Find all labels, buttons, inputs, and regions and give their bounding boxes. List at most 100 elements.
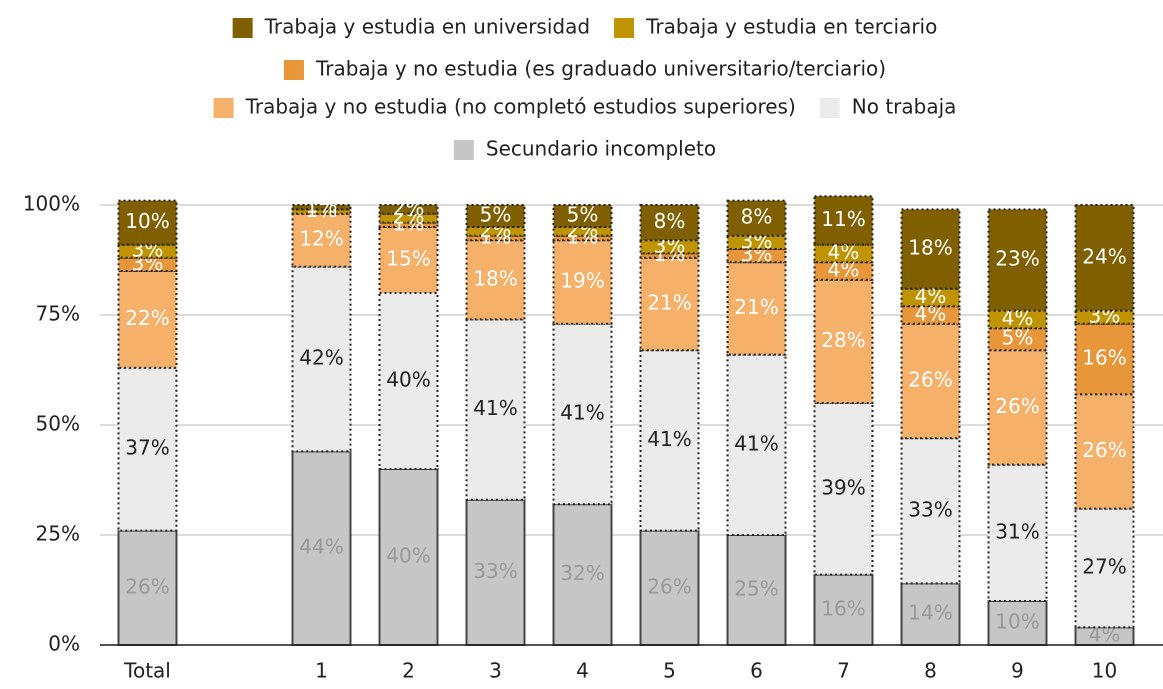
bar-segment xyxy=(378,468,439,646)
x-tick-label: 5 xyxy=(663,659,676,683)
legend-swatch xyxy=(232,18,253,38)
bar-segment xyxy=(1074,322,1135,396)
bar-segment xyxy=(726,261,787,356)
y-tick-label: 100% xyxy=(23,192,80,216)
x-tick-label: 10 xyxy=(1092,659,1117,683)
value-label: 11% xyxy=(821,207,865,231)
bar-segment xyxy=(900,305,961,325)
bar-segment xyxy=(378,292,439,470)
value-label: 2% xyxy=(393,196,425,220)
bar-segment xyxy=(465,234,526,242)
bar-segment xyxy=(552,239,613,325)
x-tick-label: 6 xyxy=(750,659,763,683)
bar-segment xyxy=(726,248,787,264)
value-label: 8% xyxy=(741,205,773,229)
legend-row: Secundario incompleto xyxy=(453,137,716,161)
bar-segment xyxy=(639,349,700,532)
legend-swatch xyxy=(283,60,304,80)
value-label: 28% xyxy=(821,328,865,352)
legend-row: Trabaja y no estudia (no completó estudi… xyxy=(213,95,957,119)
bar-segment xyxy=(552,234,613,242)
bar-segment xyxy=(813,278,874,404)
bar-segment xyxy=(900,208,961,290)
value-label: 33% xyxy=(473,559,517,583)
value-label: 10% xyxy=(995,610,1039,634)
bar-segment xyxy=(552,226,613,237)
y-tick-label: 25% xyxy=(36,522,80,546)
legend-row: Trabaja y estudia en universidad Trabaja … xyxy=(232,15,937,39)
legend-row: Trabaja y no estudia (es graduado univer… xyxy=(283,57,886,81)
legend-swatch xyxy=(614,18,635,38)
bar-segment xyxy=(117,243,178,259)
value-label: 16% xyxy=(1082,346,1126,370)
legend-swatch xyxy=(453,140,474,160)
bar-segment xyxy=(813,402,874,576)
bar-segment xyxy=(378,204,439,215)
value-label: 8% xyxy=(654,209,686,233)
x-tick-label: 4 xyxy=(576,659,589,683)
bar-segment xyxy=(1074,393,1135,510)
value-label: 26% xyxy=(995,394,1039,418)
bar-segment xyxy=(291,450,352,646)
legend-swatch xyxy=(819,98,840,118)
bar-segment xyxy=(117,199,178,246)
value-label: 12% xyxy=(299,227,343,251)
bar-segment xyxy=(465,204,526,228)
value-label: 44% xyxy=(299,535,343,559)
value-label: 18% xyxy=(473,266,517,290)
value-label: 18% xyxy=(908,236,952,260)
bar-segment xyxy=(813,243,874,264)
legend-label: Trabaja y estudia en universidad xyxy=(264,15,590,39)
x-tick-label: Total xyxy=(123,659,171,683)
bar-segment xyxy=(291,204,352,211)
legend-label: No trabaja xyxy=(852,95,957,119)
bar-segment xyxy=(552,204,613,228)
bar-segment xyxy=(726,353,787,536)
value-label: 22% xyxy=(125,306,169,330)
bar-segment xyxy=(117,270,178,369)
legend-swatch xyxy=(213,98,234,118)
value-label: 27% xyxy=(1082,555,1126,579)
value-label: 26% xyxy=(125,574,169,598)
bar-segment xyxy=(117,366,178,532)
value-label: 32% xyxy=(560,561,604,585)
value-label: 5% xyxy=(567,203,599,227)
legend-label: Trabaja y no estudia (es graduado univer… xyxy=(315,57,886,81)
bar-segment xyxy=(378,212,439,224)
y-tick-label: 50% xyxy=(36,412,80,436)
bar-segment xyxy=(987,327,1048,352)
value-label: 21% xyxy=(734,295,778,319)
value-label: 40% xyxy=(386,368,430,392)
bar-segment xyxy=(117,529,178,646)
bar-segment xyxy=(726,199,787,237)
bar-segment xyxy=(987,208,1048,312)
bar-segment xyxy=(987,349,1048,466)
value-label: 41% xyxy=(473,396,517,420)
x-tick-label: 8 xyxy=(924,659,937,683)
bar-segment xyxy=(813,195,874,246)
bar-segment xyxy=(813,573,874,646)
value-label: 1% xyxy=(306,194,338,218)
bar-segment xyxy=(987,309,1048,330)
bar-segment xyxy=(1074,309,1135,325)
bar-segment xyxy=(291,265,352,453)
bar-segment xyxy=(813,261,874,281)
value-label: 41% xyxy=(560,401,604,425)
value-label: 26% xyxy=(1082,438,1126,462)
y-tick-label: 0% xyxy=(48,632,80,656)
value-label: 37% xyxy=(125,436,169,460)
bar-segment xyxy=(291,208,352,215)
bar-segment xyxy=(900,322,961,440)
bar-segment xyxy=(465,318,526,501)
bar-segment xyxy=(900,287,961,308)
bar-segment xyxy=(639,239,700,255)
value-label: 26% xyxy=(647,574,691,598)
value-label: 40% xyxy=(386,544,430,568)
value-label: 41% xyxy=(734,431,778,455)
value-label: 10% xyxy=(125,209,169,233)
bar-segment xyxy=(465,239,526,321)
value-label: 21% xyxy=(647,291,691,315)
bar-segment xyxy=(639,252,700,259)
bar-segment xyxy=(900,437,961,585)
bar-segment xyxy=(726,234,787,251)
